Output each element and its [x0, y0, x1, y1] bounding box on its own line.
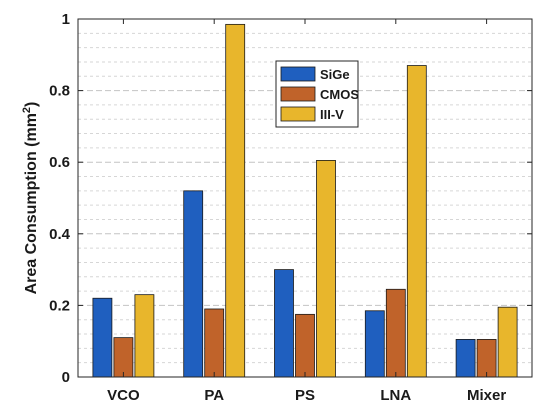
x-tick-label: PA	[204, 387, 224, 404]
bar-sige-pa	[183, 190, 204, 378]
y-axis-title-main: Area Consumption (mm	[23, 113, 40, 294]
bar-iii-v-ps	[316, 160, 336, 378]
bar-iii-v-vco	[134, 294, 155, 378]
y-axis-title: Area Consumption (mm2)	[21, 102, 40, 295]
legend-swatch	[280, 86, 316, 102]
bar-cmos-pa	[204, 308, 225, 378]
bar-cmos-lna	[385, 288, 406, 378]
y-tick-label: 1	[62, 11, 70, 28]
x-axis-ticks: VCO PA PS LNA Mixer	[107, 19, 506, 404]
y-tick-label: 0.6	[49, 154, 70, 171]
legend-swatch	[280, 66, 316, 82]
bar-sige-vco	[92, 297, 113, 378]
bar-sige-mixer	[455, 339, 476, 378]
y-tick-label: 0.2	[49, 297, 70, 314]
bar-cmos-mixer	[476, 339, 497, 378]
y-axis-title-sup: 2	[21, 107, 33, 113]
legend-label: CMOS	[320, 87, 359, 102]
y-axis-title-end: )	[23, 102, 40, 107]
bar-iii-v-lna	[406, 65, 427, 378]
legend-label: SiGe	[320, 67, 350, 82]
legend-label: III-V	[320, 107, 344, 122]
legend: SiGe CMOS III-V	[275, 60, 359, 128]
x-tick-label: VCO	[107, 387, 140, 404]
x-tick-label: LNA	[380, 387, 411, 404]
bar-cmos-ps	[295, 313, 315, 378]
bar-sige-ps	[274, 269, 294, 378]
y-tick-label: 0	[62, 369, 70, 386]
legend-swatch	[280, 106, 316, 122]
bar-iii-v-pa	[225, 23, 246, 378]
bar-cmos-vco	[113, 337, 134, 378]
bar-iii-v-mixer	[497, 306, 518, 378]
bar-sige-lna	[364, 310, 385, 378]
x-tick-label: Mixer	[467, 387, 506, 404]
y-tick-label: 0.8	[49, 83, 70, 100]
x-tick-label: PS	[295, 387, 315, 404]
y-tick-label: 0.4	[49, 226, 71, 243]
bars	[92, 23, 518, 378]
y-axis-ticks: 0 0.2 0.4 0.6 0.8 1	[49, 11, 532, 386]
gridlines	[78, 32, 532, 364]
